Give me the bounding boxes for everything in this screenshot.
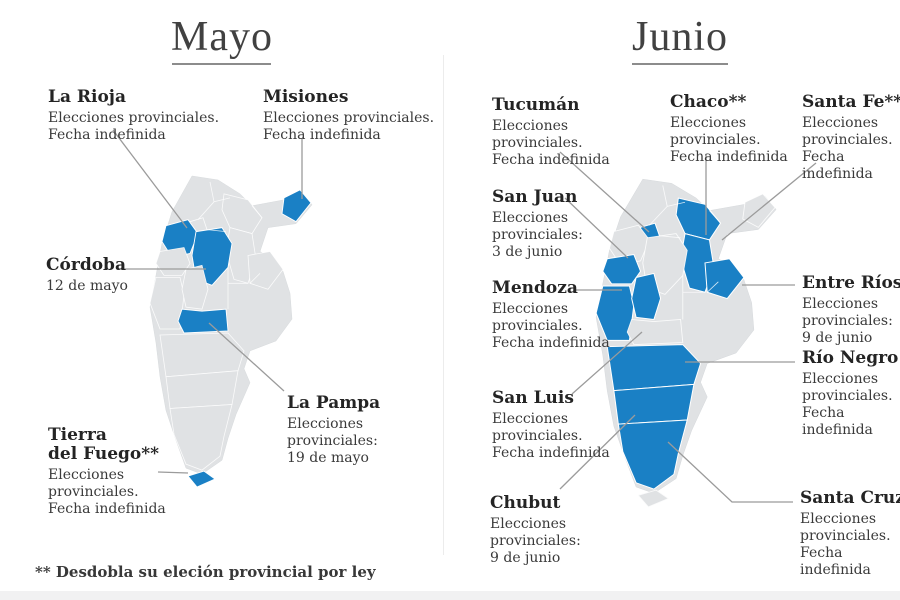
argentina-map-svg bbox=[595, 178, 777, 508]
label-santa-cruz: Santa Cruz Elecciones provinciales. Fech… bbox=[800, 488, 900, 579]
province-mendoza bbox=[149, 276, 185, 330]
label-santa-fe-name: Santa Fe** bbox=[802, 92, 900, 112]
label-chubut-name: Chubut bbox=[490, 493, 561, 513]
label-santa-cruz-detail: Elecciones provinciales. Fecha indefinid… bbox=[800, 511, 891, 579]
province-san-luis bbox=[631, 272, 662, 320]
label-rio-negro-detail: Elecciones provinciales. Fecha indefinid… bbox=[802, 371, 893, 439]
argentina-map-junio bbox=[585, 175, 785, 510]
province-la-pampa bbox=[626, 319, 684, 346]
province-rio-negro bbox=[159, 332, 245, 378]
title-underline-junio bbox=[632, 63, 728, 65]
label-entre-rios-detail: Elecciones provinciales: 9 de junio bbox=[802, 296, 893, 347]
label-chubut-detail: Elecciones provinciales: 9 de junio bbox=[490, 516, 581, 567]
province-entre-rios bbox=[247, 251, 284, 290]
label-cordoba-name: Córdoba bbox=[46, 255, 126, 275]
label-mendoza: Mendoza Elecciones provinciales. Fecha i… bbox=[492, 278, 612, 352]
label-san-luis-detail: Elecciones provinciales. Fecha indefinid… bbox=[492, 411, 610, 462]
label-rio-negro-name: Río Negro bbox=[802, 348, 899, 368]
province-san-luis bbox=[181, 264, 209, 310]
province-chubut bbox=[613, 383, 695, 425]
footnote: ** Desdobla su eleción provincial por le… bbox=[35, 563, 376, 581]
province-tierra-del-fuego bbox=[187, 470, 216, 488]
label-cordoba-detail: 12 de mayo bbox=[46, 278, 128, 295]
label-chaco-detail: Elecciones provinciales. Fecha indefinid… bbox=[670, 115, 788, 166]
label-tucuman-name: Tucumán bbox=[492, 95, 580, 115]
label-cordoba: Córdoba 12 de mayo bbox=[46, 255, 166, 295]
label-entre-rios: Entre Ríos Elecciones provinciales: 9 de… bbox=[802, 273, 900, 347]
label-mendoza-detail: Elecciones provinciales. Fecha indefinid… bbox=[492, 301, 610, 352]
label-la-rioja: La Rioja Elecciones provinciales. Fecha … bbox=[48, 87, 226, 144]
label-misiones: Misiones Elecciones provinciales. Fecha … bbox=[263, 87, 441, 144]
province-rio-negro bbox=[606, 344, 702, 392]
label-tucuman: Tucumán Elecciones provinciales. Fecha i… bbox=[492, 95, 612, 169]
panel-title-junio: Junio bbox=[631, 14, 728, 60]
label-la-pampa: La Pampa Elecciones provinciales: 19 de … bbox=[287, 393, 402, 467]
label-tucuman-detail: Elecciones provinciales. Fecha indefinid… bbox=[492, 118, 610, 169]
province-la-pampa bbox=[177, 308, 229, 334]
province-chubut bbox=[165, 370, 239, 409]
label-tierra-del-fuego-name: Tierra del Fuego** bbox=[48, 425, 160, 465]
label-la-pampa-detail: Elecciones provinciales: 19 de mayo bbox=[287, 416, 378, 467]
label-rio-negro: Río Negro Elecciones provinciales. Fecha… bbox=[802, 348, 900, 439]
label-san-luis: San Luis Elecciones provinciales. Fecha … bbox=[492, 388, 612, 462]
label-santa-fe-detail: Elecciones provinciales. Fecha indefinid… bbox=[802, 115, 893, 183]
province-tierra-del-fuego bbox=[637, 489, 670, 508]
label-misiones-name: Misiones bbox=[263, 87, 349, 107]
bottom-strip bbox=[0, 591, 900, 600]
province-entre-rios bbox=[704, 258, 745, 300]
label-la-rioja-name: La Rioja bbox=[48, 87, 126, 107]
panel-divider bbox=[443, 55, 444, 555]
label-san-juan: San Juan Elecciones provinciales: 3 de j… bbox=[492, 187, 612, 261]
label-chubut: Chubut Elecciones provinciales: 9 de jun… bbox=[490, 493, 610, 567]
label-tierra-del-fuego-detail: Elecciones provinciales. Fecha indefinid… bbox=[48, 467, 166, 518]
province-san-juan bbox=[602, 254, 642, 285]
province-santa-cruz bbox=[617, 419, 688, 490]
label-san-luis-name: San Luis bbox=[492, 388, 574, 408]
label-tierra-del-fuego: Tierra del Fuego** Elecciones provincial… bbox=[48, 425, 178, 518]
province-borders bbox=[649, 185, 721, 320]
label-san-juan-name: San Juan bbox=[492, 187, 578, 207]
label-san-juan-detail: Elecciones provinciales: 3 de junio bbox=[492, 210, 583, 261]
province-santa-cruz bbox=[169, 404, 233, 471]
label-la-pampa-name: La Pampa bbox=[287, 393, 381, 413]
label-chaco-name: Chaco** bbox=[670, 92, 747, 112]
panel-title-mayo: Mayo bbox=[171, 14, 273, 60]
label-mendoza-name: Mendoza bbox=[492, 278, 578, 298]
label-santa-fe: Santa Fe** Elecciones provinciales. Fech… bbox=[802, 92, 900, 183]
province-la-rioja bbox=[161, 219, 199, 258]
label-misiones-detail: Elecciones provinciales. Fecha indefinid… bbox=[263, 110, 435, 144]
label-la-rioja-detail: Elecciones provinciales. Fecha indefinid… bbox=[48, 110, 220, 144]
label-chaco: Chaco** Elecciones provinciales. Fecha i… bbox=[670, 92, 790, 166]
label-entre-rios-name: Entre Ríos bbox=[802, 273, 900, 293]
province-misiones bbox=[281, 189, 312, 223]
province-borders bbox=[197, 181, 263, 310]
label-santa-cruz-name: Santa Cruz bbox=[800, 488, 900, 508]
title-underline-mayo bbox=[172, 63, 271, 65]
